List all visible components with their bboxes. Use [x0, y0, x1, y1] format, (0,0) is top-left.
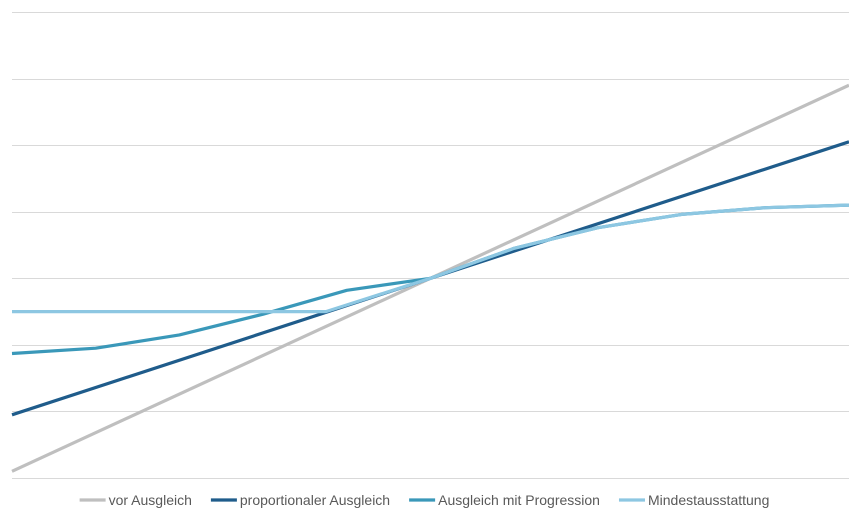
- legend-label: Ausgleich mit Progression: [438, 492, 600, 508]
- legend-item: Mindestausstattung: [618, 492, 769, 508]
- legend: vor Ausgleich proportionaler Ausgleich Aus…: [79, 492, 769, 508]
- legend-label: Mindestausstattung: [648, 492, 769, 508]
- legend-item: proportionaler Ausgleich: [210, 492, 390, 508]
- gridlines: [12, 12, 849, 479]
- legend-item: vor Ausgleich: [79, 492, 192, 508]
- legend-item: Ausgleich mit Progression: [409, 492, 600, 508]
- legend-label: vor Ausgleich: [109, 492, 192, 508]
- legend-label: proportionaler Ausgleich: [240, 492, 390, 508]
- series-line-4: [12, 203, 849, 314]
- series-lines: [11, 83, 849, 473]
